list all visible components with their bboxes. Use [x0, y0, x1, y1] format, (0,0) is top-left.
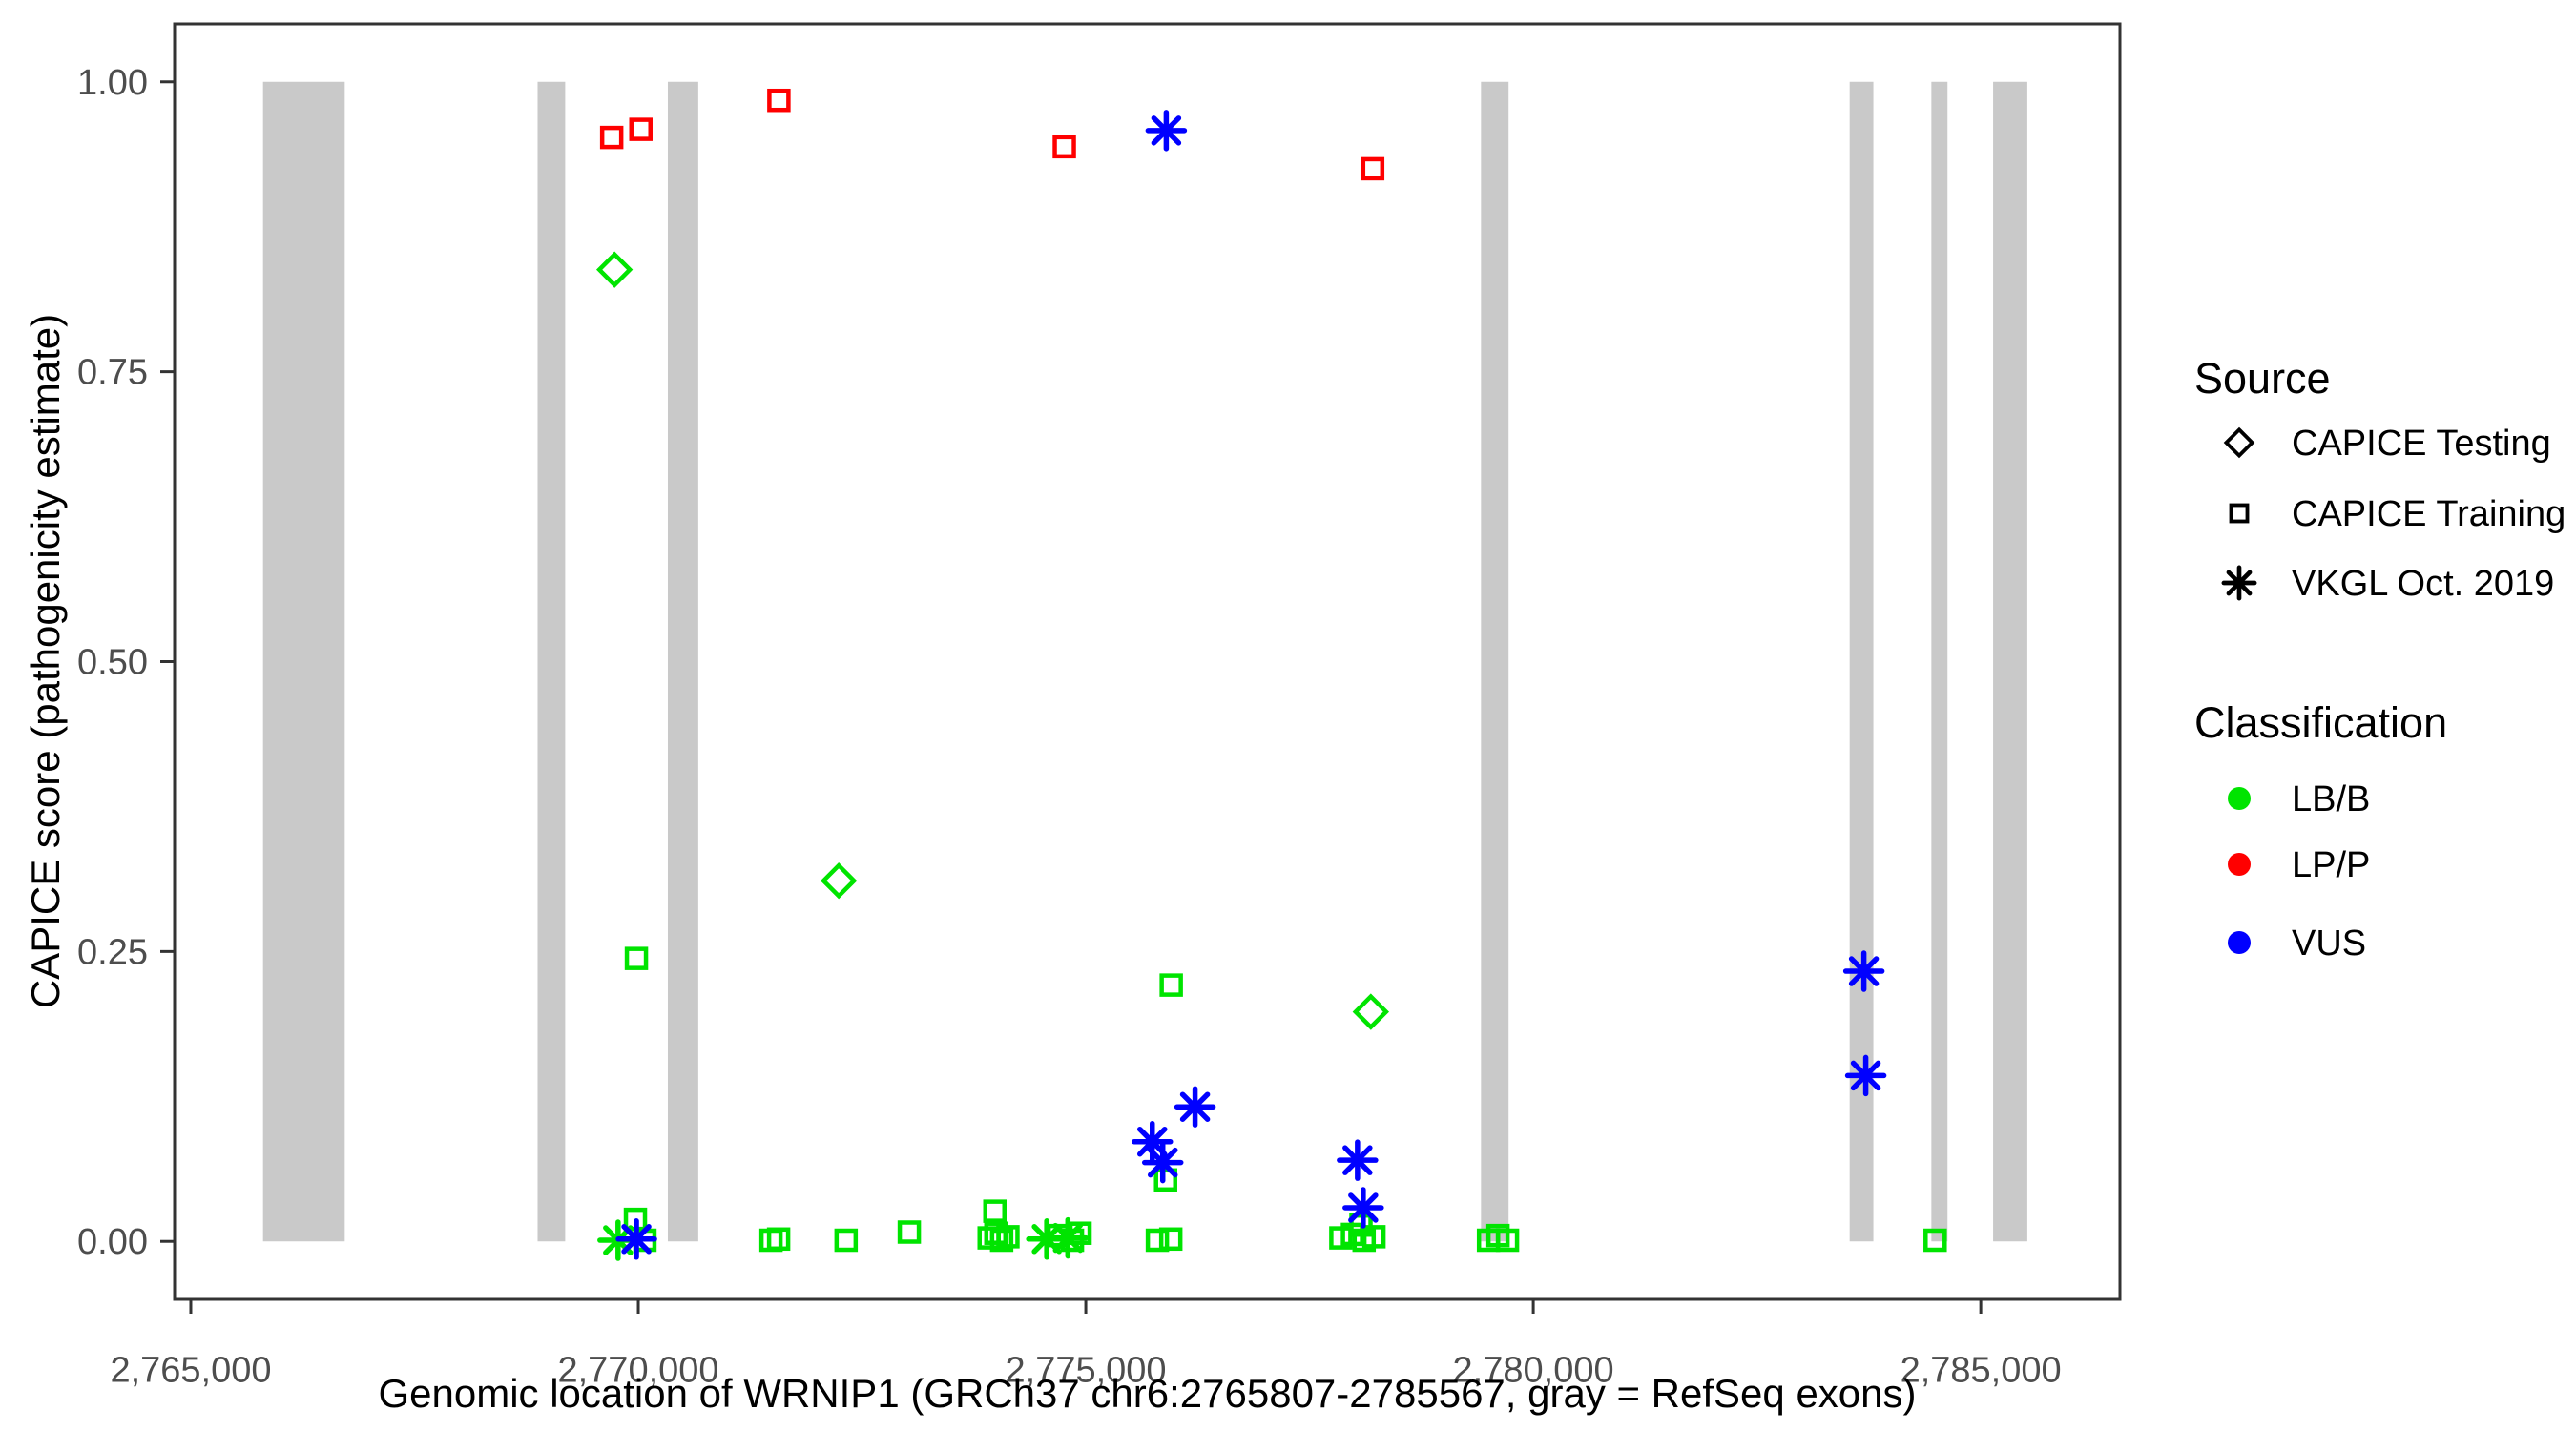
data-point-asterisk — [1844, 1054, 1887, 1097]
refseq-exon-bar — [667, 81, 698, 1242]
legend-item-square: CAPICE Training — [2229, 494, 2566, 534]
y-tick-label: 0.75 — [77, 353, 148, 393]
legend-item-lb-b: LB/B — [2228, 779, 2370, 819]
refseq-exon-bar — [1481, 81, 1509, 1242]
data-point-square — [624, 946, 649, 970]
data-point-diamond — [1352, 993, 1390, 1030]
data-point-square — [1153, 1168, 1177, 1192]
legend-item-label: VUS — [2292, 923, 2366, 964]
data-point-square — [766, 1227, 791, 1252]
y-tick-label: 1.00 — [77, 63, 148, 103]
data-point-square — [1158, 1227, 1183, 1252]
legend-item-label: CAPICE Training — [2292, 494, 2566, 534]
x-axis-title: Genomic location of WRNIP1 (GRCh37 chr6:… — [378, 1371, 1917, 1416]
y-tick-label: 0.00 — [77, 1222, 148, 1262]
x-tick-label: 2,785,000 — [1901, 1350, 2062, 1390]
y-tick-label: 0.50 — [77, 643, 148, 683]
legend-item-vus: VUS — [2228, 923, 2366, 964]
data-point-asterisk — [1342, 1187, 1384, 1229]
series-diamond-lb-b — [595, 251, 1390, 1030]
refseq-exon-bar — [537, 81, 566, 1242]
data-point-asterisk — [1174, 1086, 1216, 1128]
data-point-asterisk — [1145, 110, 1188, 152]
data-point-square — [629, 117, 653, 141]
data-point-square — [1361, 1225, 1386, 1249]
legend-source-title: Source — [2194, 354, 2331, 403]
data-point-diamond — [595, 251, 634, 288]
data-point-square — [767, 88, 791, 113]
data-point-square — [1361, 156, 1385, 181]
refseq-exon-bar — [1931, 81, 1948, 1242]
y-axis-ticks: 0.00 0.25 0.50 0.75 1.00 — [77, 63, 175, 1262]
data-point-square — [989, 1228, 1014, 1253]
legend-item-asterisk: VKGL Oct. 2019 — [2221, 564, 2554, 604]
data-point-asterisk — [1842, 950, 1885, 992]
data-point-square — [1495, 1228, 1520, 1253]
data-point-square — [996, 1225, 1020, 1249]
legend-item-lp-p: LP/P — [2228, 845, 2370, 885]
data-point-asterisk — [615, 1218, 657, 1260]
y-tick-label: 0.25 — [77, 932, 148, 972]
data-point-diamond — [820, 862, 858, 900]
x-tick-label: 2,775,000 — [1006, 1350, 1167, 1390]
legend-item-label: LB/B — [2292, 779, 2370, 819]
legend-item-diamond: CAPICE Testing — [2223, 424, 2551, 464]
y-axis-title: CAPICE score (pathogenicity estimate) — [23, 313, 68, 1009]
x-tick-label: 2,780,000 — [1453, 1350, 1614, 1390]
data-point-asterisk — [1047, 1216, 1090, 1259]
refseq-exon-bars — [262, 81, 2027, 1242]
series-square-lp-p — [599, 88, 1385, 181]
data-point-square — [984, 1221, 1008, 1245]
legend-classification-title: Classification — [2194, 698, 2447, 747]
legend-item-label: VKGL Oct. 2019 — [2292, 564, 2554, 604]
data-point-asterisk — [1337, 1139, 1379, 1181]
data-point-square — [983, 1199, 1007, 1223]
refseq-exon-bar — [262, 81, 345, 1242]
panel-border — [173, 22, 2122, 1301]
legend-item-label: LP/P — [2292, 845, 2370, 885]
data-point-square — [1923, 1228, 1947, 1253]
data-point-asterisk — [1141, 1141, 1184, 1184]
data-point-square — [897, 1220, 922, 1244]
x-axis-ticks: 2,765,000 2,770,000 2,775,000 2,780,000 2,78… — [110, 1299, 2062, 1390]
refseq-exon-bar — [1849, 81, 1874, 1242]
data-point-square — [599, 125, 624, 150]
legend-item-label: CAPICE Testing — [2292, 424, 2551, 464]
data-point-square — [1159, 973, 1183, 997]
refseq-exon-bar — [1993, 81, 2027, 1242]
data-point-square — [834, 1228, 859, 1253]
legend: Source CAPICE Testing CAPICE Training VKGL … — [2194, 354, 2566, 964]
data-point-square — [1052, 135, 1076, 159]
x-tick-label: 2,765,000 — [110, 1350, 271, 1390]
data-point-square — [1145, 1228, 1170, 1253]
x-tick-label: 2,770,000 — [557, 1350, 718, 1390]
series-asterisk-vus — [615, 110, 1887, 1260]
series-square-lb-b — [623, 946, 1947, 1253]
